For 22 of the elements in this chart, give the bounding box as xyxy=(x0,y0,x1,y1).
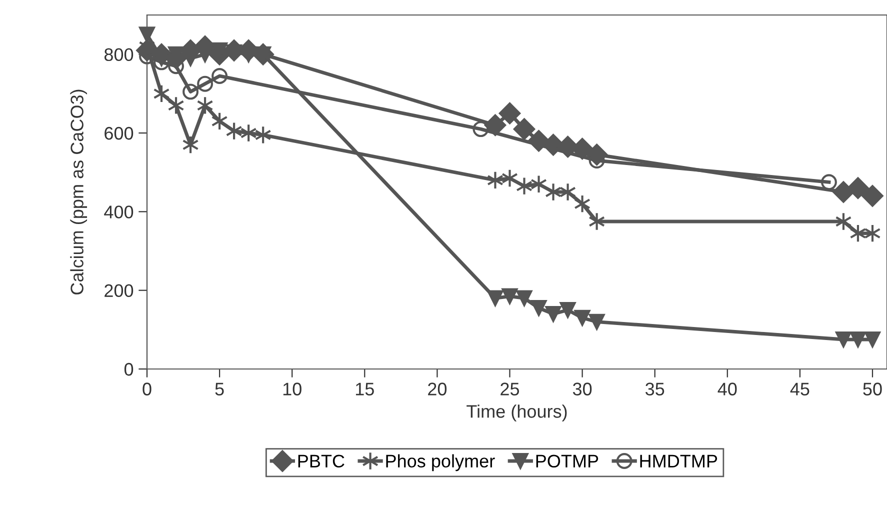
x-tick-label: 0 xyxy=(142,382,152,396)
legend-label: HMDTMP xyxy=(640,454,718,468)
legend-label: PBTC xyxy=(298,454,344,468)
legend-label: POTMP xyxy=(536,454,598,468)
y-axis-title: Calcium (ppm as CaCO3) xyxy=(70,90,88,294)
y-tick-label: 600 xyxy=(104,126,134,140)
y-tick-label: 400 xyxy=(104,206,134,218)
x-tick-label: 15 xyxy=(356,382,374,396)
x-tick-label: 20 xyxy=(428,382,447,396)
x-tick-label: 10 xyxy=(283,382,302,396)
x-tick-label: 35 xyxy=(645,382,664,396)
x-tick-label: 25 xyxy=(500,382,520,396)
x-tick-label: 50 xyxy=(863,382,882,396)
x-tick-label: 5 xyxy=(215,382,224,396)
legend-label: Phos polymer xyxy=(386,454,495,472)
x-tick-label: 30 xyxy=(572,382,592,396)
x-tick-label: 45 xyxy=(790,382,810,396)
y-tick-label: 0 xyxy=(124,362,134,376)
x-tick-label: 40 xyxy=(718,382,737,396)
y-tick-label: 800 xyxy=(104,48,134,62)
y-tick-label: 200 xyxy=(104,284,134,298)
x-axis-title: Time (hours) xyxy=(466,404,567,422)
